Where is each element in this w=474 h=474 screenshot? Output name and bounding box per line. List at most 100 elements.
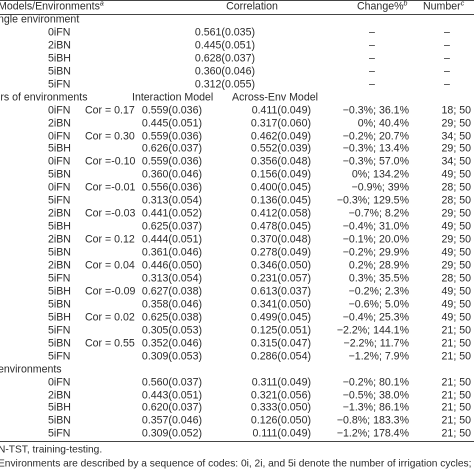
cell-change: −0.2%; 80.1% [342,376,409,389]
cell-across: 0.125(0.051) [250,324,311,337]
cell-across: 0.111(0.049) [252,427,311,440]
cell-number: 29; 50 [441,207,471,220]
cell-across: 0.136(0.045) [250,194,311,207]
cell-env: 5iFN [48,324,71,337]
cell-change: – [369,39,375,52]
header-cell: Numberc [423,1,464,14]
cell-correlation: 0.561(0.035) [194,26,255,39]
cell-interaction: 0.361(0.046) [141,246,202,259]
cell-number: 18; 50 [441,104,471,117]
cell-interaction: 0.625(0.037) [141,220,202,233]
cell-env: 0iFN [48,181,71,194]
cell-across: 0.286(0.054) [250,350,311,363]
cell-change: −1.2%; 178.4% [336,427,409,440]
cell-number: 21; 50 [441,389,471,401]
cell-change: −0.5%; 38.0% [342,389,409,401]
cell-env: 5iBN [48,298,71,311]
cell-change: 0.2%; 28.9% [348,259,409,272]
cell-interaction: 0.309(0.052) [141,427,202,440]
section-title: environments [0,363,62,376]
cell-correlation: 0.628(0.037) [194,52,255,65]
cell-number: 21; 50 [441,324,471,337]
cell-number: – [444,52,450,65]
cell-cor: Cor =-0.09 [85,285,136,298]
cell-env: 5iBH [48,311,71,324]
cell-number: 49; 50 [441,298,471,311]
cell-env: 2iBN [48,39,71,52]
cell-interaction: 0.556(0.036) [141,181,202,194]
cell-interaction: 0.352(0.046) [141,337,202,350]
cell-number: 49; 50 [441,220,471,233]
header-sup: a [99,0,104,8]
cell-interaction: 0.446(0.050) [141,259,202,272]
cell-env: 5iBH [48,220,71,233]
cell-env: 2iBN [48,259,71,272]
column-header: Across-Env Model [232,91,318,104]
cell-interaction: 0.313(0.054) [141,272,202,285]
cell-number: 49; 50 [441,311,471,324]
cell-number: 28; 50 [441,181,471,194]
cell-env: 5iBN [48,65,71,78]
cell-number: 49; 50 [441,168,471,181]
cell-env: 5iBH [48,52,71,65]
cell-across: 0.462(0.049) [250,130,311,142]
cell-change: 0%; 134.2% [351,168,409,181]
cell-across: 0.341(0.050) [250,298,311,311]
cell-number: 21; 50 [441,427,471,440]
cell-cor: Cor =-0.10 [85,155,136,168]
cell-correlation: 0.312(0.055) [194,78,255,91]
cell-interaction: 0.620(0.037) [141,401,202,414]
cell-change: −0.7%; 8.2% [348,207,409,220]
cell-interaction: 0.625(0.038) [141,311,202,324]
cell-env: 5iFN [48,427,71,440]
cell-number: 29; 50 [441,117,471,130]
cell-env: 5iBN [48,337,71,350]
cell-across: 0.400(0.045) [250,181,311,194]
cell-env: 2iBN [48,207,71,220]
cell-interaction: 0.627(0.038) [141,285,202,298]
cell-env: 5iBN [48,168,71,181]
header-text: Models/Environments [0,0,100,13]
cell-interaction: 0.313(0.054) [141,194,202,207]
header-sup: c [460,0,465,8]
cell-env: 5iBH [48,142,71,155]
cell-across: 0.499(0.045) [250,311,311,324]
cell-cor: Cor =-0.03 [85,207,136,220]
cell-interaction: 0.441(0.052) [141,207,202,220]
header-text: Change% [357,0,404,13]
cell-env: 5iFN [48,350,71,363]
cell-change: – [369,26,375,39]
cell-interaction: 0.445(0.051) [141,117,202,130]
cell-cor: Cor = 0.55 [85,337,135,350]
cell-env: 0iFN [48,130,71,142]
cell-env: 5iFN [48,78,71,91]
cell-change: 0.3%; 35.5% [348,272,409,285]
cell-across: 0.333(0.050) [250,401,311,414]
cell-across: 0.315(0.047) [250,337,311,350]
cell-across: 0.278(0.049) [250,246,311,259]
cell-change: −0.3%; 57.0% [342,155,409,168]
cell-interaction: 0.626(0.037) [141,142,202,155]
cell-across: 0.613(0.037) [250,285,311,298]
header-rule [0,14,474,15]
cell-interaction: 0.559(0.036) [141,155,202,168]
cell-across: 0.156(0.049) [250,168,311,181]
cell-number: 21; 50 [441,350,471,363]
cell-number: 21; 50 [441,414,471,427]
cell-number: 21; 50 [441,376,471,389]
cell-change: −0.4%; 31.0% [342,220,409,233]
cell-cor: Cor = 0.30 [85,130,135,142]
cell-env: 5iFN [48,194,71,207]
cell-correlation: 0.445(0.051) [194,39,255,52]
bottom-rule [0,441,474,442]
cell-interaction: 0.357(0.046) [141,414,202,427]
cell-change: −1.3%; 86.1% [342,401,409,414]
header-cell: Change%b [357,1,407,14]
cell-change: −0.2%; 2.3% [348,285,409,298]
top-rule [0,0,474,1]
cell-number: – [444,26,450,39]
cell-env: 5iFN [48,272,71,285]
cell-number: 21; 50 [441,401,471,414]
footnote: N-TST, training-testing. [0,444,103,456]
